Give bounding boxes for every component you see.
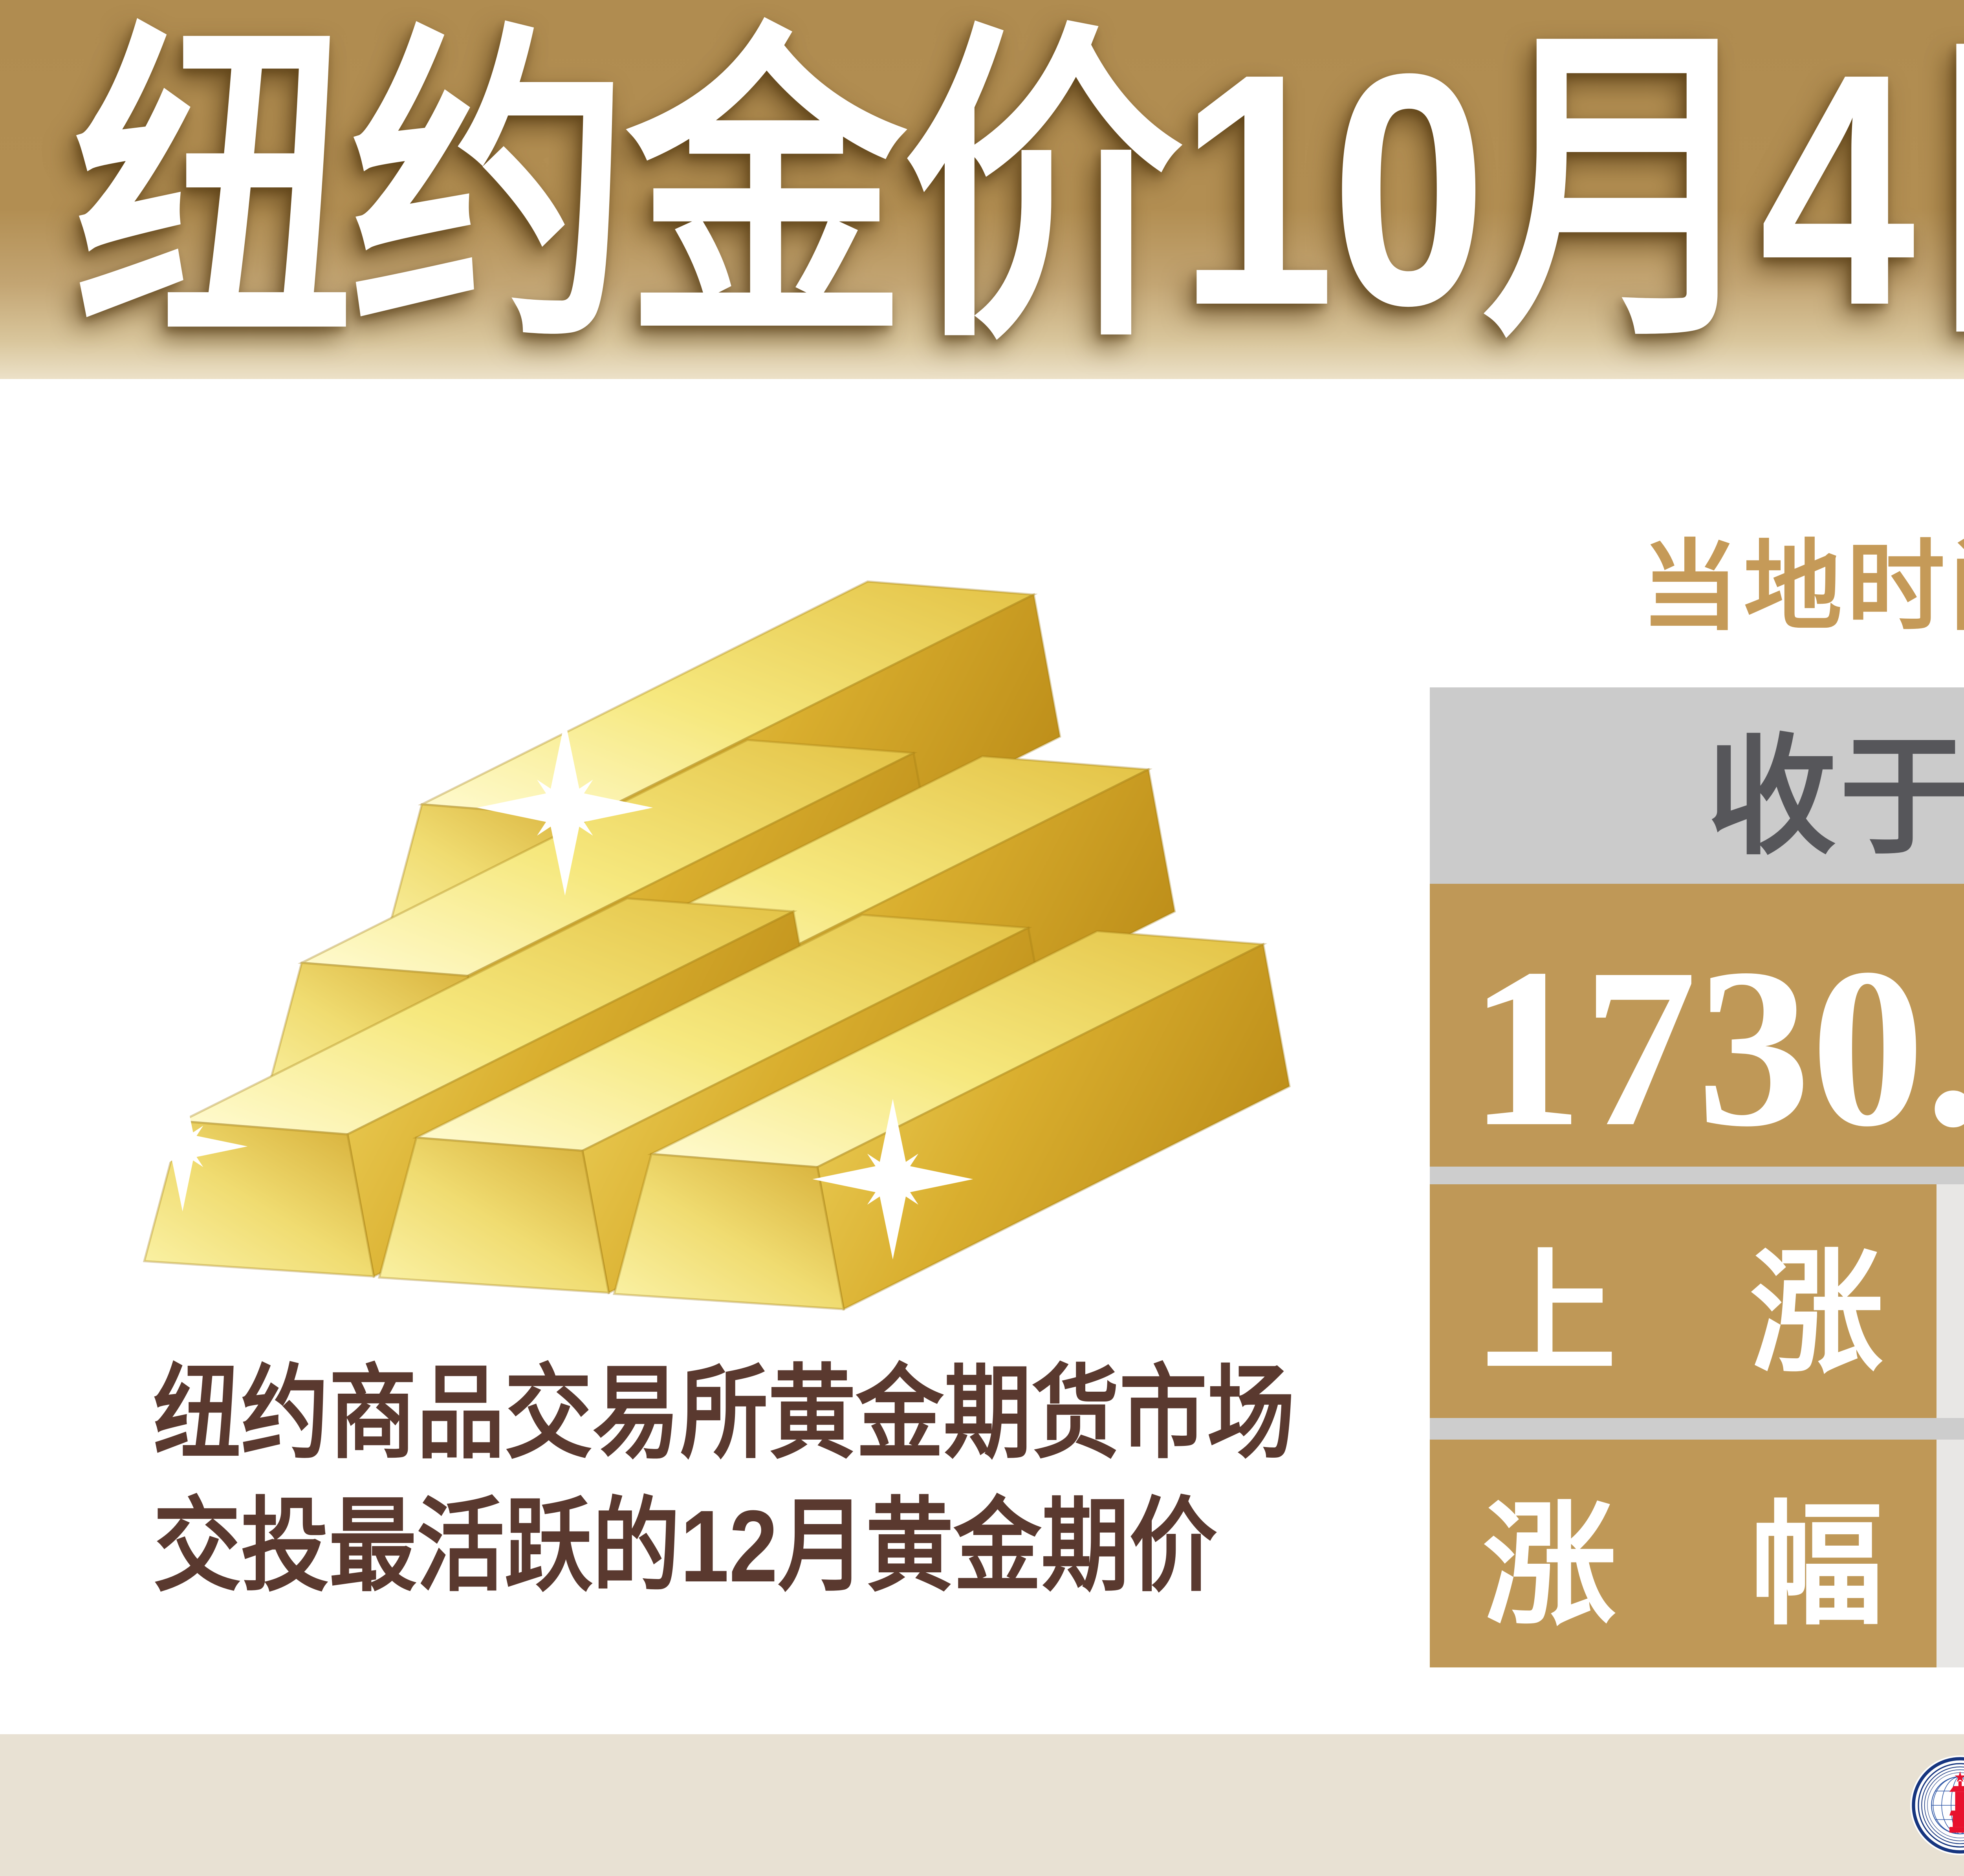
description: 纽约商品交易所黄金期货市场 交投最活跃的12月黄金期价 bbox=[153, 1347, 1295, 1613]
table-row: 上 涨 28.5 美元 bbox=[1430, 1184, 1964, 1418]
row-label-rise: 上 涨 bbox=[1430, 1184, 1937, 1418]
divider bbox=[1430, 1167, 1964, 1184]
page-title: 纽约金价10月4日上涨 bbox=[73, 5, 1964, 374]
banner: 纽约金价10月4日上涨 bbox=[0, 0, 1964, 379]
footer-content: 新华社发 安治平 编制 bbox=[1909, 1734, 1964, 1876]
row-value-pct: 1.67% bbox=[1937, 1440, 1964, 1667]
gold-bars-illustration bbox=[106, 507, 1308, 1371]
price-table: 收于每盎司 1730.5 美元 上 涨 28.5 美元 涨 幅 1.67% bbox=[1430, 687, 1964, 1667]
table-row: 涨 幅 1.67% bbox=[1430, 1440, 1964, 1667]
divider bbox=[1430, 1418, 1964, 1440]
gold-bars-svg bbox=[117, 580, 1291, 1311]
description-line-2: 交投最活跃的12月黄金期价 bbox=[153, 1489, 1217, 1603]
footer: 新华社发 安治平 编制 bbox=[0, 1734, 1964, 1876]
date-label: 当地时间10月4日 bbox=[1641, 532, 1964, 641]
table-header: 收于每盎司 bbox=[1430, 687, 1964, 884]
closing-price-value: 1730.5 美元 bbox=[1430, 884, 1964, 1174]
xinhua-logo bbox=[1910, 1755, 1964, 1855]
row-label-pct: 涨 幅 bbox=[1430, 1440, 1937, 1667]
description-line-1: 纽约商品交易所黄金期货市场 bbox=[153, 1357, 1295, 1471]
pagoda-icon bbox=[1949, 1771, 1964, 1833]
row-value-rise: 28.5 美元 bbox=[1937, 1184, 1964, 1418]
